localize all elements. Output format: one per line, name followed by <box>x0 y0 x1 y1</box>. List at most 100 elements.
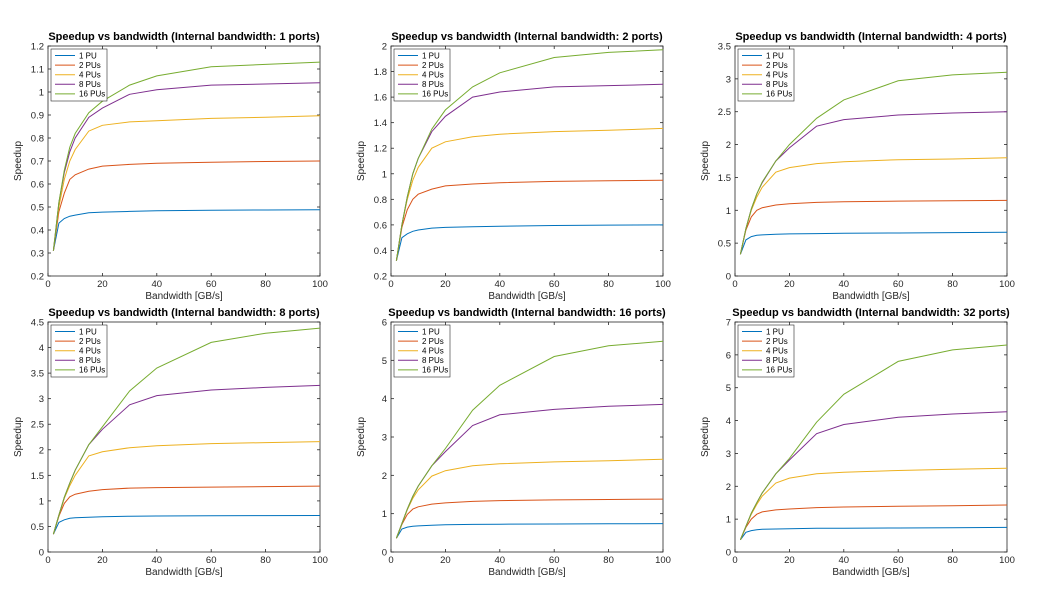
series-line-1 <box>739 526 1008 541</box>
x-tick-label: 60 <box>893 555 904 566</box>
y-axis-label: Speedup <box>13 417 24 457</box>
x-tick-label: 60 <box>893 279 904 290</box>
y-tick-label: 2.5 <box>718 107 731 118</box>
y-tick-label: 1 <box>382 509 387 520</box>
y-tick-label: 1.5 <box>718 173 731 184</box>
legend-entry: 8 PUs <box>79 80 101 89</box>
series-line-1 <box>739 231 1008 255</box>
x-tick-label: 0 <box>45 279 50 290</box>
x-tick-label: 20 <box>97 555 108 566</box>
legend-entry: 2 PUs <box>79 337 101 346</box>
x-axis-label: Bandwidth [GB/s] <box>488 567 565 578</box>
series-line-2 <box>52 160 321 251</box>
y-tick-label: 0.5 <box>31 203 44 214</box>
x-axis-label: Bandwidth [GB/s] <box>145 291 222 302</box>
y-tick-label: 0.3 <box>31 249 44 260</box>
subplot-2: Speedup vs bandwidth (Internal bandwidth… <box>356 31 671 302</box>
subplot-6: Speedup vs bandwidth (Internal bandwidth… <box>700 307 1015 578</box>
x-tick-label: 80 <box>260 555 271 566</box>
y-tick-label: 4.5 <box>31 318 44 329</box>
y-axis-label: Speedup <box>700 141 711 181</box>
plot-area-frame <box>390 45 664 277</box>
series-line-4 <box>395 83 664 261</box>
x-tick-label: 40 <box>495 279 506 290</box>
series-line-3 <box>395 127 664 261</box>
y-tick-label: 3.5 <box>31 369 44 380</box>
series-line-4 <box>52 82 321 251</box>
legend-entry: 8 PUs <box>422 80 444 89</box>
y-tick-label: 2 <box>726 482 731 493</box>
chart-title: Speedup vs bandwidth (Internal bandwidth… <box>48 307 320 319</box>
plot-area-frame <box>734 321 1008 553</box>
legend-entry: 4 PUs <box>766 71 788 80</box>
x-tick-label: 0 <box>732 555 737 566</box>
y-axis-label: Speedup <box>356 141 367 181</box>
x-tick-label: 20 <box>784 279 795 290</box>
x-axis-label: Bandwidth [GB/s] <box>145 567 222 578</box>
x-tick-label: 80 <box>947 279 958 290</box>
y-tick-label: 3 <box>726 74 731 85</box>
x-tick-label: 60 <box>206 555 217 566</box>
y-tick-label: 0.8 <box>31 134 44 145</box>
x-axis-label: Bandwidth [GB/s] <box>832 291 909 302</box>
subplot-1: Speedup vs bandwidth (Internal bandwidth… <box>13 31 328 302</box>
y-tick-label: 0 <box>726 272 731 283</box>
x-tick-label: 40 <box>495 555 506 566</box>
x-tick-label: 40 <box>152 279 163 290</box>
y-tick-label: 0.5 <box>718 239 731 250</box>
y-tick-label: 2 <box>39 445 44 456</box>
x-tick-label: 20 <box>440 279 451 290</box>
series-line-1 <box>395 224 664 261</box>
y-axis-label: Speedup <box>356 417 367 457</box>
x-tick-label: 40 <box>152 555 163 566</box>
series-line-5 <box>395 340 664 539</box>
y-tick-label: 0 <box>382 548 387 559</box>
y-tick-label: 1 <box>39 88 44 99</box>
y-tick-label: 3 <box>382 433 387 444</box>
y-tick-label: 1 <box>726 515 731 526</box>
y-tick-label: 1.2 <box>31 42 44 53</box>
x-tick-label: 20 <box>784 555 795 566</box>
series-line-2 <box>739 199 1008 255</box>
y-tick-label: 0.4 <box>31 226 44 237</box>
x-tick-label: 20 <box>97 279 108 290</box>
series-line-3 <box>395 458 664 539</box>
y-tick-label: 4 <box>726 416 731 427</box>
legend-entry: 4 PUs <box>79 347 101 356</box>
y-tick-label: 0.6 <box>374 220 387 231</box>
x-tick-label: 0 <box>388 555 393 566</box>
legend-entry: 8 PUs <box>422 356 444 365</box>
y-tick-label: 1.4 <box>374 118 387 129</box>
y-tick-label: 0.6 <box>31 180 44 191</box>
legend-entry: 4 PUs <box>766 347 788 356</box>
y-tick-label: 1 <box>726 206 731 217</box>
y-tick-label: 0.7 <box>31 157 44 168</box>
series-line-3 <box>739 157 1008 255</box>
legend-entry: 1 PU <box>79 327 97 336</box>
series-line-4 <box>739 411 1008 540</box>
x-axis-label: Bandwidth [GB/s] <box>832 567 909 578</box>
y-tick-label: 6 <box>382 318 387 329</box>
y-tick-label: 1.2 <box>374 144 387 155</box>
series-line-2 <box>739 504 1008 541</box>
y-tick-label: 0.2 <box>374 272 387 283</box>
series-line-1 <box>52 515 321 535</box>
x-tick-label: 20 <box>440 555 451 566</box>
legend-entry: 8 PUs <box>766 356 788 365</box>
y-tick-label: 4 <box>39 343 44 354</box>
series-line-5 <box>52 327 321 535</box>
y-tick-label: 0.9 <box>31 111 44 122</box>
chart-title: Speedup vs bandwidth (Internal bandwidth… <box>735 31 1007 43</box>
y-tick-label: 4 <box>382 394 387 405</box>
x-tick-label: 60 <box>549 555 560 566</box>
x-tick-label: 40 <box>839 555 850 566</box>
x-tick-label: 80 <box>260 279 271 290</box>
y-tick-label: 3.5 <box>718 42 731 53</box>
series-line-5 <box>739 71 1008 255</box>
y-tick-label: 1 <box>382 169 387 180</box>
